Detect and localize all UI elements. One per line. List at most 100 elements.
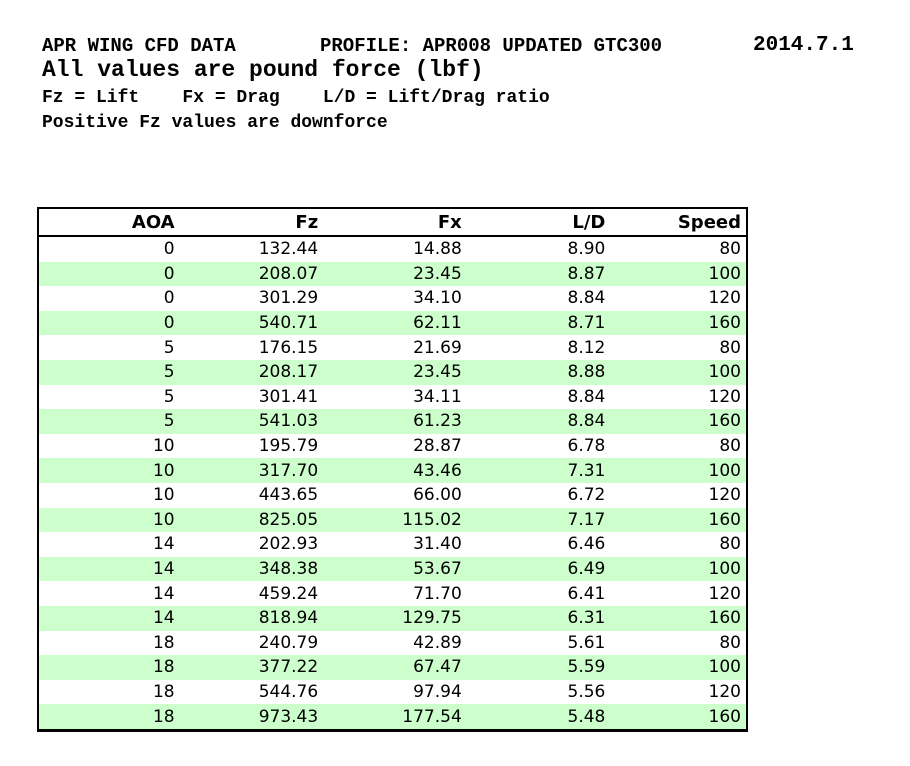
table-cell: 0 — [38, 261, 180, 287]
table-cell: 18 — [38, 655, 180, 680]
table-cell: 100 — [610, 458, 747, 483]
table-row: 10 317.70 43.46 7.31 100 — [38, 458, 747, 483]
table-cell: 132.44 — [179, 236, 324, 262]
table-cell: 14 — [38, 532, 180, 557]
table-cell: 5 — [38, 409, 180, 434]
table-cell: 208.17 — [179, 359, 324, 385]
table-cell: 43.46 — [323, 458, 467, 483]
table-cell: 80 — [610, 532, 747, 557]
table-row: 10 443.65 66.00 6.72 120 — [38, 482, 747, 508]
table-row: 0 208.07 23.45 8.87 100 — [38, 261, 747, 287]
table-row: 18 973.43 177.54 5.48 160 — [38, 704, 747, 731]
table-cell: 7.17 — [466, 507, 611, 533]
table-cell: 6.72 — [466, 482, 611, 508]
table-cell: 0 — [38, 286, 180, 311]
table-cell: 160 — [610, 605, 747, 631]
table-cell: 540.71 — [179, 310, 324, 336]
table-cell: 14 — [38, 605, 180, 631]
table-cell: 160 — [610, 409, 747, 434]
column-header-ld: L/D — [466, 208, 611, 237]
table-cell: 10 — [38, 433, 180, 459]
table-cell: 6.78 — [466, 433, 611, 459]
table-row: 10 825.05 115.02 7.17 160 — [38, 507, 747, 533]
table-cell: 23.45 — [323, 261, 467, 287]
table-cell: 34.10 — [323, 286, 467, 311]
table-cell: 34.11 — [323, 384, 467, 410]
table-cell: 973.43 — [179, 704, 324, 731]
table-row: 14 459.24 71.70 6.41 120 — [38, 581, 747, 606]
table-cell: 80 — [610, 630, 747, 656]
table-cell: 28.87 — [323, 433, 467, 459]
table-cell: 120 — [610, 286, 747, 311]
table-cell: 195.79 — [179, 433, 324, 459]
table-cell: 177.54 — [323, 704, 467, 731]
table-cell: 14.88 — [323, 236, 467, 262]
profile-label: PROFILE: APR008 UPDATED GTC300 — [320, 35, 663, 57]
symbol-legend: Fz = Lift Fx = Drag L/D = Lift/Drag rati… — [42, 88, 550, 108]
table-cell: 120 — [610, 679, 747, 705]
table-row: 5 301.41 34.11 8.84 120 — [38, 384, 747, 410]
column-header-speed: Speed — [610, 208, 747, 237]
table-cell: 66.00 — [323, 482, 467, 508]
table-cell: 18 — [38, 704, 180, 731]
table-cell: 18 — [38, 630, 180, 656]
table-cell: 176.15 — [179, 335, 324, 360]
column-header-aoa: AOA — [38, 208, 180, 237]
table-cell: 348.38 — [179, 556, 324, 582]
table-cell: 8.84 — [466, 286, 611, 311]
table-cell: 10 — [38, 458, 180, 483]
table-row: 18 377.22 67.47 5.59 100 — [38, 655, 747, 680]
table-cell: 100 — [610, 556, 747, 582]
table-row: 5 541.03 61.23 8.84 160 — [38, 409, 747, 434]
table-cell: 160 — [610, 507, 747, 533]
table-cell: 10 — [38, 482, 180, 508]
table-cell: 100 — [610, 261, 747, 287]
table-cell: 377.22 — [179, 655, 324, 680]
table-cell: 23.45 — [323, 359, 467, 385]
table-cell: 120 — [610, 384, 747, 410]
table-cell: 541.03 — [179, 409, 324, 434]
table-cell: 14 — [38, 556, 180, 582]
table-row: 5 176.15 21.69 8.12 80 — [38, 335, 747, 360]
report-title: APR WING CFD DATA — [42, 35, 236, 57]
table-cell: 301.29 — [179, 286, 324, 311]
table-cell: 544.76 — [179, 679, 324, 705]
table-cell: 14 — [38, 581, 180, 606]
table-cell: 67.47 — [323, 655, 467, 680]
table-cell: 208.07 — [179, 261, 324, 287]
table-cell: 5.48 — [466, 704, 611, 731]
table-cell: 80 — [610, 433, 747, 459]
table-cell: 160 — [610, 704, 747, 731]
table-cell: 80 — [610, 236, 747, 262]
table-cell: 97.94 — [323, 679, 467, 705]
table-cell: 8.84 — [466, 409, 611, 434]
table-row: 0 301.29 34.10 8.84 120 — [38, 286, 747, 311]
table-row: 14 348.38 53.67 6.49 100 — [38, 556, 747, 582]
table-cell: 80 — [610, 335, 747, 360]
table-cell: 8.87 — [466, 261, 611, 287]
table-cell: 115.02 — [323, 507, 467, 533]
table-cell: 10 — [38, 507, 180, 533]
table-cell: 240.79 — [179, 630, 324, 656]
table-cell: 120 — [610, 581, 747, 606]
table-row: 0 132.44 14.88 8.90 80 — [38, 236, 747, 262]
table-cell: 301.41 — [179, 384, 324, 410]
table-cell: 5.61 — [466, 630, 611, 656]
table-row: 18 240.79 42.89 5.61 80 — [38, 630, 747, 656]
table-cell: 202.93 — [179, 532, 324, 557]
table-cell: 42.89 — [323, 630, 467, 656]
table-cell: 21.69 — [323, 335, 467, 360]
table-cell: 129.75 — [323, 605, 467, 631]
table-cell: 5.59 — [466, 655, 611, 680]
table-cell: 53.67 — [323, 556, 467, 582]
table-cell: 459.24 — [179, 581, 324, 606]
table-cell: 8.88 — [466, 359, 611, 385]
table-cell: 5 — [38, 384, 180, 410]
table-cell: 5 — [38, 359, 180, 385]
report-date: 2014.7.1 — [753, 34, 854, 57]
downforce-note: Positive Fz values are downforce — [42, 113, 388, 133]
table-cell: 100 — [610, 655, 747, 680]
table-row: 0 540.71 62.11 8.71 160 — [38, 310, 747, 336]
table-cell: 61.23 — [323, 409, 467, 434]
